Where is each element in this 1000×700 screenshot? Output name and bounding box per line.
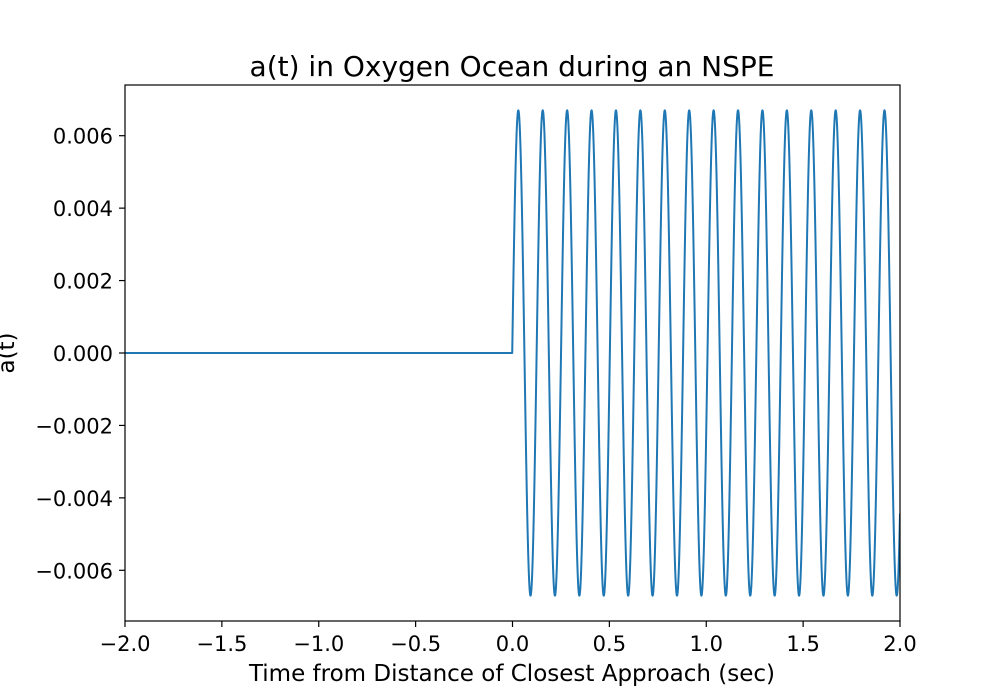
- y-tick-label: −0.006: [35, 559, 113, 583]
- x-tick-label: 1.5: [786, 632, 819, 656]
- x-tick-label: −0.5: [390, 632, 441, 656]
- x-tick-label: −1.0: [293, 632, 344, 656]
- y-tick-label: 0.002: [53, 270, 113, 294]
- x-tick-label: 2.0: [883, 632, 916, 656]
- plot-area: [125, 109, 900, 597]
- series-line: [125, 109, 900, 597]
- chart-title: a(t) in Oxygen Ocean during an NSPE: [250, 50, 775, 83]
- x-axis-label: Time from Distance of Closest Approach (…: [248, 661, 775, 687]
- y-tick-label: −0.002: [35, 414, 113, 438]
- y-tick-label: 0.004: [53, 197, 113, 221]
- x-tick-label: 1.0: [690, 632, 723, 656]
- x-tick-label: 0.5: [593, 632, 626, 656]
- y-tick-label: −0.004: [35, 487, 113, 511]
- y-tick-label: 0.000: [53, 342, 113, 366]
- y-tick-label: 0.006: [53, 125, 113, 149]
- y-axis: 0.006 0.004 0.002 0.000 −0.002 −0.004 −0.006: [35, 125, 125, 583]
- y-axis-label: a(t): [0, 332, 20, 373]
- x-tick-label: 0.0: [496, 632, 529, 656]
- x-tick-label: −2.0: [100, 632, 151, 656]
- x-axis: −2.0 −1.5 −1.0 −0.5 0.0 0.5 1.0 1.5 2.0: [100, 621, 917, 656]
- x-tick-label: −1.5: [196, 632, 247, 656]
